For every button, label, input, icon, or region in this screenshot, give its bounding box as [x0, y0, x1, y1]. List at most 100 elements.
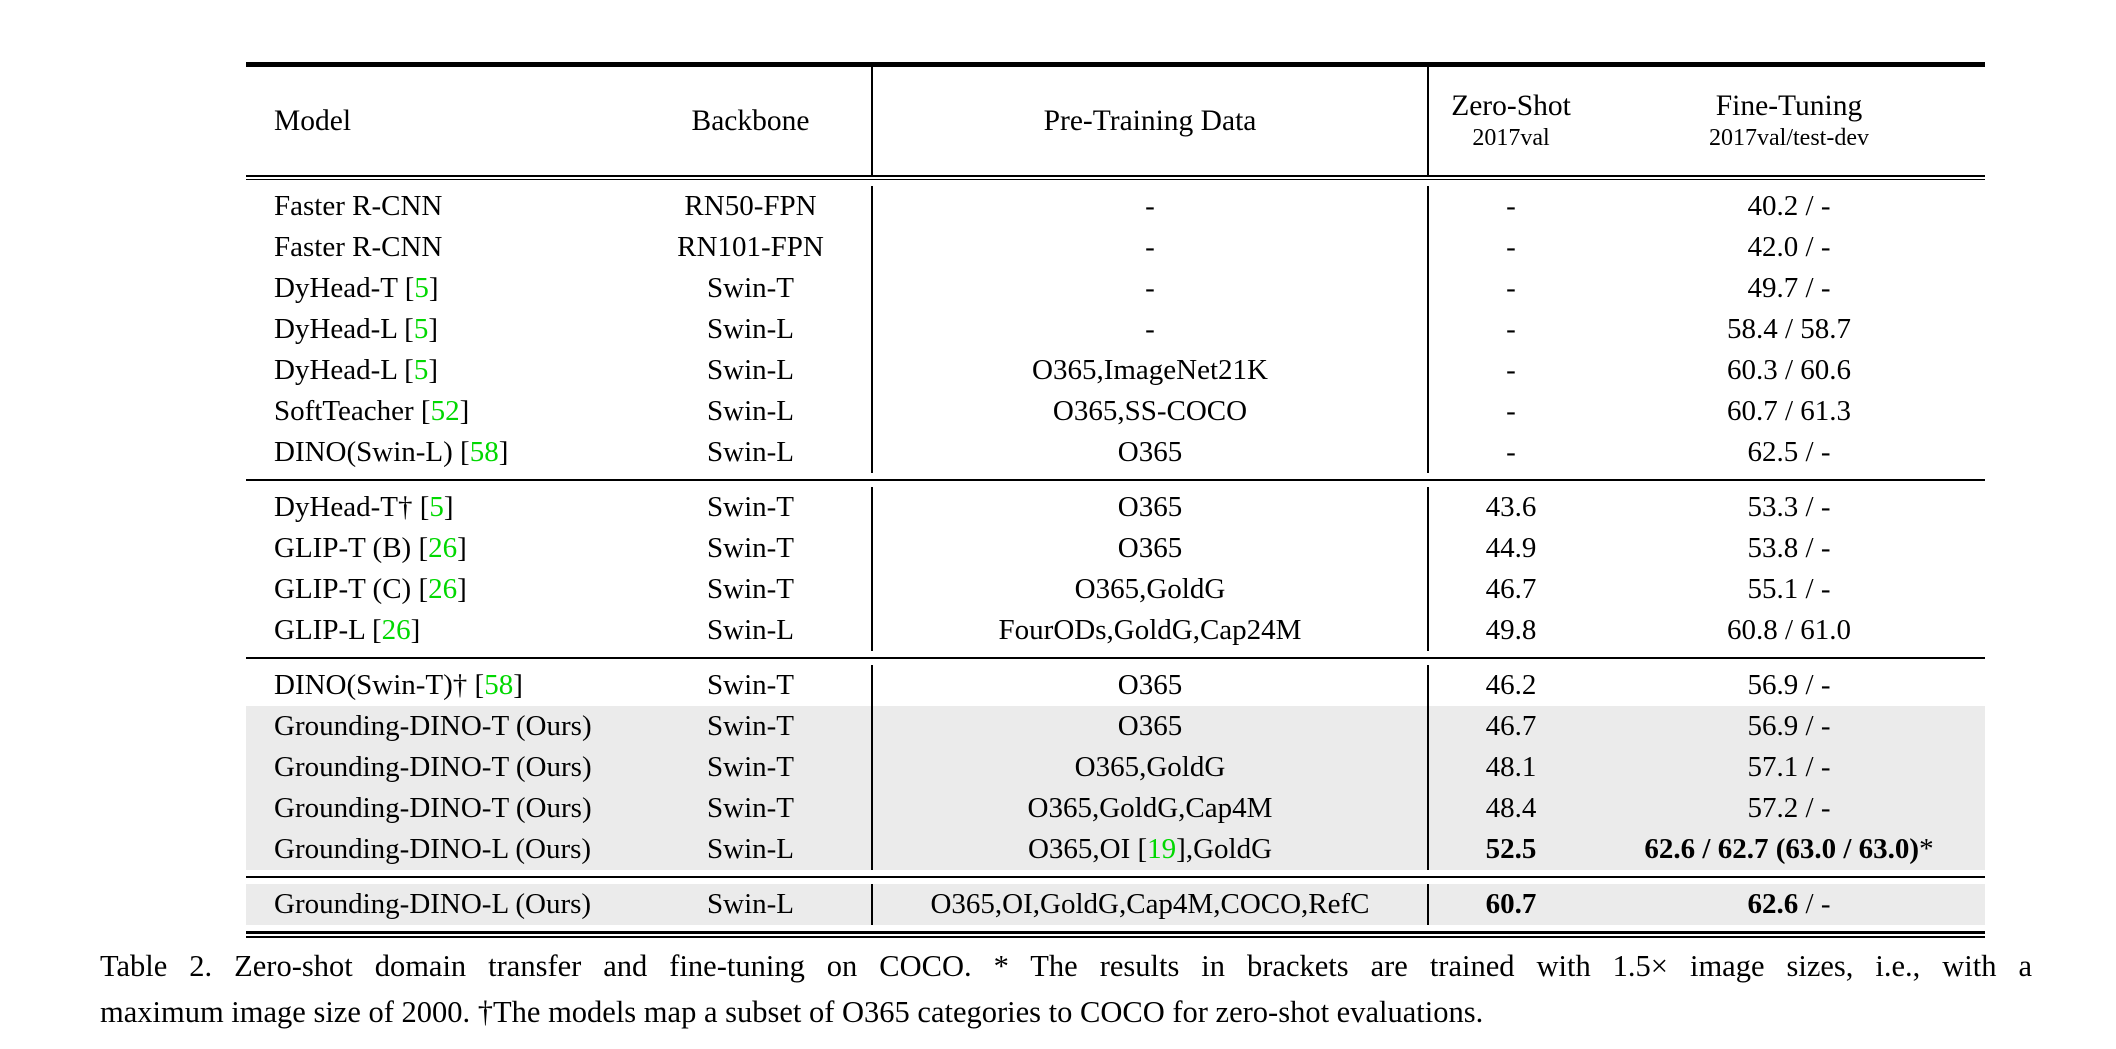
citation-link[interactable]: 26 — [381, 614, 411, 646]
cell-pretrain: O365 — [871, 528, 1427, 569]
citation-link[interactable]: 5 — [413, 313, 429, 345]
cell-zero-shot: - — [1427, 309, 1593, 350]
table-header-row: Model Backbone Pre-Training Data Zero-Sh… — [246, 67, 1985, 175]
table-group-4: Grounding-DINO-L (Ours) Swin-L O365,OI,Gol… — [246, 878, 1985, 931]
header-zero-shot-line2: 2017val — [1472, 125, 1550, 151]
cell-fine-tuning: 57.1 / - — [1593, 747, 1985, 788]
table-caption: Table 2. Zero-shot domain transfer and f… — [100, 944, 2032, 1035]
table-top-rule — [246, 62, 1985, 67]
cell-fine-tuning: 58.4 / 58.7 — [1726, 313, 1852, 345]
cell-backbone: Swin-L — [707, 395, 794, 427]
cell-backbone: Swin-T — [630, 747, 871, 788]
cell-model: Grounding-DINO-L (Ours) — [246, 829, 630, 870]
citation-link[interactable]: 19 — [1147, 833, 1177, 865]
cell-fine-tuning: 56.9 / - — [1593, 706, 1985, 747]
cell-pretrain: O365,SS-COCO — [871, 391, 1427, 432]
cell-fine-tuning: 40.2 / - — [1747, 190, 1831, 222]
cell-pretrain: O365,OI [19],GoldG — [871, 829, 1427, 870]
cell-zero-shot: - — [1427, 350, 1593, 391]
citation-link[interactable]: 58 — [469, 436, 499, 468]
cell-model: DyHead-T [5] — [274, 272, 439, 304]
cell-model: Faster R-CNN — [274, 190, 443, 222]
cell-fine-tuning: 55.1 / - — [1747, 573, 1831, 605]
citation-link[interactable]: 58 — [484, 669, 514, 701]
cell-model: DyHead-T† [5] — [274, 491, 454, 523]
cell-model: Grounding-DINO-L (Ours) — [246, 884, 630, 925]
header-pretrain: Pre-Training Data — [871, 67, 1427, 175]
caption-line-1: Table 2. Zero-shot domain transfer and f… — [100, 949, 2032, 983]
citation-link[interactable]: 5 — [414, 272, 429, 304]
cell-model: Faster R-CNN — [274, 231, 443, 263]
citation-link[interactable]: 5 — [429, 491, 444, 523]
cell-pretrain: O365,ImageNet21K — [871, 350, 1427, 391]
cell-fine-tuning: 57.2 / - — [1593, 788, 1985, 829]
cell-zero-shot: 48.1 — [1427, 747, 1593, 788]
cell-fine-tuning: 60.3 / 60.6 — [1726, 354, 1852, 386]
cell-backbone: Swin-T — [630, 788, 871, 829]
citation-link[interactable]: 26 — [428, 532, 458, 564]
cell-zero-shot: - — [1427, 227, 1593, 268]
cell-fine-tuning: 42.0 / - — [1747, 231, 1831, 263]
citation-link[interactable]: 52 — [430, 395, 460, 427]
cell-pretrain: - — [871, 309, 1427, 350]
cell-backbone: Swin-T — [707, 532, 794, 564]
cell-pretrain: FourODs,GoldG,Cap24M — [871, 610, 1427, 651]
cell-pretrain: O365 — [871, 706, 1427, 747]
caption-line-2: maximum image size of 2000. †The models … — [100, 994, 1484, 1029]
cell-zero-shot: 43.6 — [1427, 487, 1593, 528]
cell-model: GLIP-T (B) [26] — [274, 532, 467, 564]
header-fine-tuning-line1: Fine-Tuning — [1715, 90, 1863, 122]
cell-pretrain: O365,OI,GoldG,Cap4M,COCO,RefC — [871, 884, 1427, 925]
cell-backbone: Swin-L — [707, 313, 794, 345]
header-zero-shot: Zero-Shot 2017val — [1427, 67, 1593, 175]
cell-backbone: Swin-L — [707, 436, 794, 468]
cell-fine-tuning: 53.3 / - — [1747, 491, 1831, 523]
cell-fine-tuning: 62.6 / - — [1593, 884, 1985, 925]
cell-pretrain: - — [871, 268, 1427, 309]
cell-fine-tuning: 49.7 / - — [1747, 272, 1831, 304]
cell-backbone: Swin-L — [630, 884, 871, 925]
cell-zero-shot: - — [1427, 432, 1593, 473]
cell-pretrain: O365 — [871, 487, 1427, 528]
header-fine-tuning: Fine-Tuning 2017val/test-dev — [1593, 67, 1985, 175]
cell-fine-tuning: 60.8 / 61.0 — [1726, 614, 1852, 646]
cell-model: Grounding-DINO-T (Ours) — [246, 706, 630, 747]
table-bottom-rule — [246, 931, 1985, 938]
cell-backbone: RN101-FPN — [677, 231, 824, 263]
cell-model: DINO(Swin-L) [58] — [274, 436, 509, 468]
cell-pretrain: O365,GoldG,Cap4M — [871, 788, 1427, 829]
table-body: Faster R-CNN RN50-FPN - -40.2 / - Faster R-C… — [246, 180, 1985, 931]
cell-backbone: Swin-T — [630, 706, 871, 747]
cell-model: Grounding-DINO-T (Ours) — [246, 788, 630, 829]
header-zero-shot-line1: Zero-Shot — [1451, 90, 1571, 122]
table-group-1: Faster R-CNN RN50-FPN - -40.2 / - Faster R-C… — [246, 180, 1985, 479]
cell-pretrain: O365 — [871, 432, 1427, 473]
cell-model: GLIP-T (C) [26] — [274, 573, 467, 605]
cell-fine-tuning: 62.5 / - — [1747, 436, 1831, 468]
citation-link[interactable]: 5 — [413, 354, 429, 386]
cell-pretrain: O365,GoldG — [871, 747, 1427, 788]
cell-backbone: Swin-T — [707, 272, 794, 304]
header-backbone: Backbone — [691, 104, 810, 137]
cell-model: SoftTeacher [52] — [274, 395, 470, 427]
group-separator-rule — [246, 876, 1985, 878]
group-separator-rule — [246, 479, 1985, 481]
group-separator-rule — [246, 657, 1985, 659]
cell-backbone: Swin-T — [707, 573, 794, 605]
cell-zero-shot: 48.4 — [1427, 788, 1593, 829]
cell-backbone: Swin-T — [707, 669, 794, 701]
header-fine-tuning-line2: 2017val/test-dev — [1709, 125, 1869, 151]
cell-backbone: Swin-L — [630, 829, 871, 870]
cell-pretrain: O365,GoldG — [871, 569, 1427, 610]
cell-zero-shot: 52.5 — [1427, 829, 1593, 870]
cell-zero-shot: 46.2 — [1427, 665, 1593, 706]
cell-model: DyHead-L [5] — [274, 313, 439, 345]
cell-pretrain: - — [871, 227, 1427, 268]
cell-fine-tuning: 62.6 / 62.7 (63.0 / 63.0)* — [1593, 829, 1985, 870]
cell-backbone: Swin-L — [707, 614, 794, 646]
cell-fine-tuning: 60.7 / 61.3 — [1726, 395, 1852, 427]
citation-link[interactable]: 26 — [428, 573, 458, 605]
table-group-3: DINO(Swin-T)† [58] Swin-T O365 46.2 56.9 / -… — [246, 659, 1985, 876]
cell-zero-shot: 46.7 — [1427, 569, 1593, 610]
cell-model: DyHead-L [5] — [274, 354, 439, 386]
